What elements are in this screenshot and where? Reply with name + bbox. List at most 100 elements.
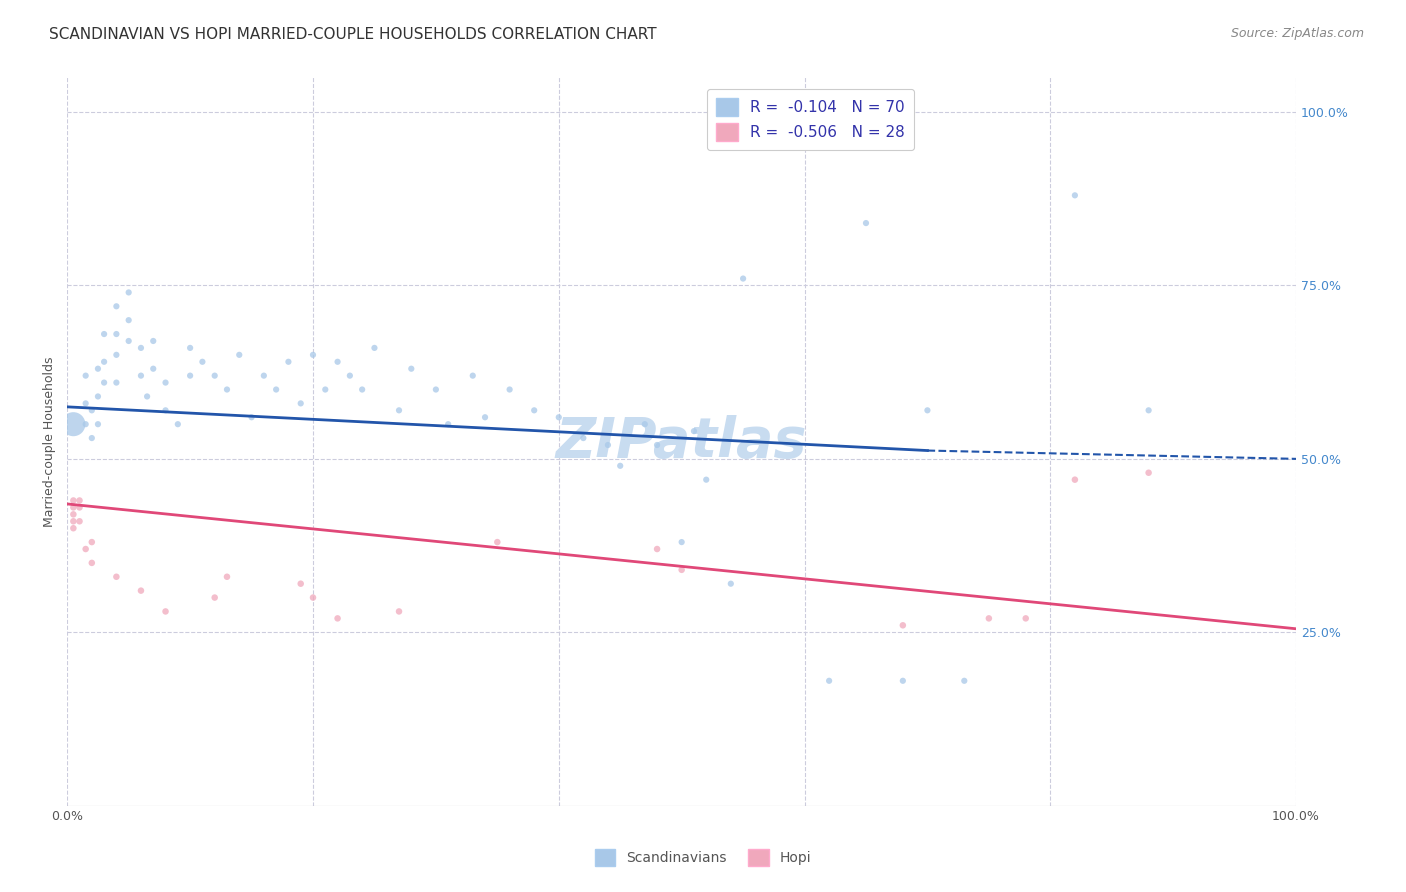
Point [1064, 188, 1087, 202]
Point [634, 417, 657, 432]
Y-axis label: Married-couple Households: Married-couple Households [44, 356, 56, 527]
Point [461, 368, 484, 383]
Point [240, 410, 263, 425]
Point [155, 403, 177, 417]
Point [695, 473, 717, 487]
Point [136, 389, 159, 403]
Point [93, 355, 115, 369]
Point [388, 604, 411, 618]
Point [105, 326, 128, 341]
Point [818, 673, 841, 688]
Point [425, 383, 447, 397]
Point [596, 438, 619, 452]
Point [228, 348, 250, 362]
Point [62, 500, 84, 515]
Point [498, 383, 520, 397]
Point [1137, 403, 1160, 417]
Point [204, 368, 226, 383]
Point [80, 556, 103, 570]
Point [69, 514, 91, 528]
Point [855, 216, 877, 230]
Text: SCANDINAVIAN VS HOPI MARRIED-COUPLE HOUSEHOLDS CORRELATION CHART: SCANDINAVIAN VS HOPI MARRIED-COUPLE HOUS… [49, 27, 657, 42]
Point [302, 348, 325, 362]
Text: ZIPatlas: ZIPatlas [555, 415, 807, 468]
Point [87, 417, 110, 432]
Point [179, 341, 201, 355]
Point [891, 618, 914, 632]
Point [87, 389, 110, 403]
Point [277, 355, 299, 369]
Point [129, 368, 152, 383]
Point [142, 361, 165, 376]
Point [62, 521, 84, 535]
Point [891, 673, 914, 688]
Point [191, 355, 214, 369]
Point [62, 417, 84, 432]
Point [671, 563, 693, 577]
Point [69, 500, 91, 515]
Point [80, 431, 103, 445]
Point [105, 348, 128, 362]
Point [733, 271, 755, 285]
Point [302, 591, 325, 605]
Point [105, 299, 128, 313]
Point [253, 368, 276, 383]
Point [93, 376, 115, 390]
Point [572, 431, 595, 445]
Point [80, 403, 103, 417]
Point [720, 576, 742, 591]
Point [314, 383, 336, 397]
Point [547, 410, 569, 425]
Legend: Scandinavians, Hopi: Scandinavians, Hopi [589, 844, 817, 871]
Point [917, 403, 939, 417]
Point [683, 424, 706, 438]
Point [155, 376, 177, 390]
Point [609, 458, 631, 473]
Point [486, 535, 509, 549]
Point [155, 604, 177, 618]
Point [215, 383, 238, 397]
Point [80, 535, 103, 549]
Point [62, 508, 84, 522]
Point [129, 341, 152, 355]
Point [645, 541, 668, 556]
Point [118, 285, 141, 300]
Point [75, 368, 97, 383]
Point [87, 361, 110, 376]
Point [352, 383, 374, 397]
Point [142, 334, 165, 348]
Point [1015, 611, 1038, 625]
Point [75, 417, 97, 432]
Point [977, 611, 1000, 625]
Point [118, 313, 141, 327]
Point [69, 493, 91, 508]
Point [129, 583, 152, 598]
Point [62, 493, 84, 508]
Point [437, 417, 460, 432]
Point [290, 396, 312, 410]
Point [118, 334, 141, 348]
Point [1137, 466, 1160, 480]
Point [204, 591, 226, 605]
Point [523, 403, 546, 417]
Point [388, 403, 411, 417]
Point [166, 417, 188, 432]
Point [326, 611, 349, 625]
Point [62, 514, 84, 528]
Point [339, 368, 361, 383]
Point [671, 535, 693, 549]
Point [363, 341, 385, 355]
Point [75, 541, 97, 556]
Point [326, 355, 349, 369]
Point [401, 361, 423, 376]
Point [93, 326, 115, 341]
Text: Source: ZipAtlas.com: Source: ZipAtlas.com [1230, 27, 1364, 40]
Point [264, 383, 287, 397]
Point [290, 576, 312, 591]
Legend: R =  -0.104   N = 70, R =  -0.506   N = 28: R = -0.104 N = 70, R = -0.506 N = 28 [707, 88, 914, 150]
Point [179, 368, 201, 383]
Point [105, 570, 128, 584]
Point [953, 673, 976, 688]
Point [474, 410, 496, 425]
Point [645, 438, 668, 452]
